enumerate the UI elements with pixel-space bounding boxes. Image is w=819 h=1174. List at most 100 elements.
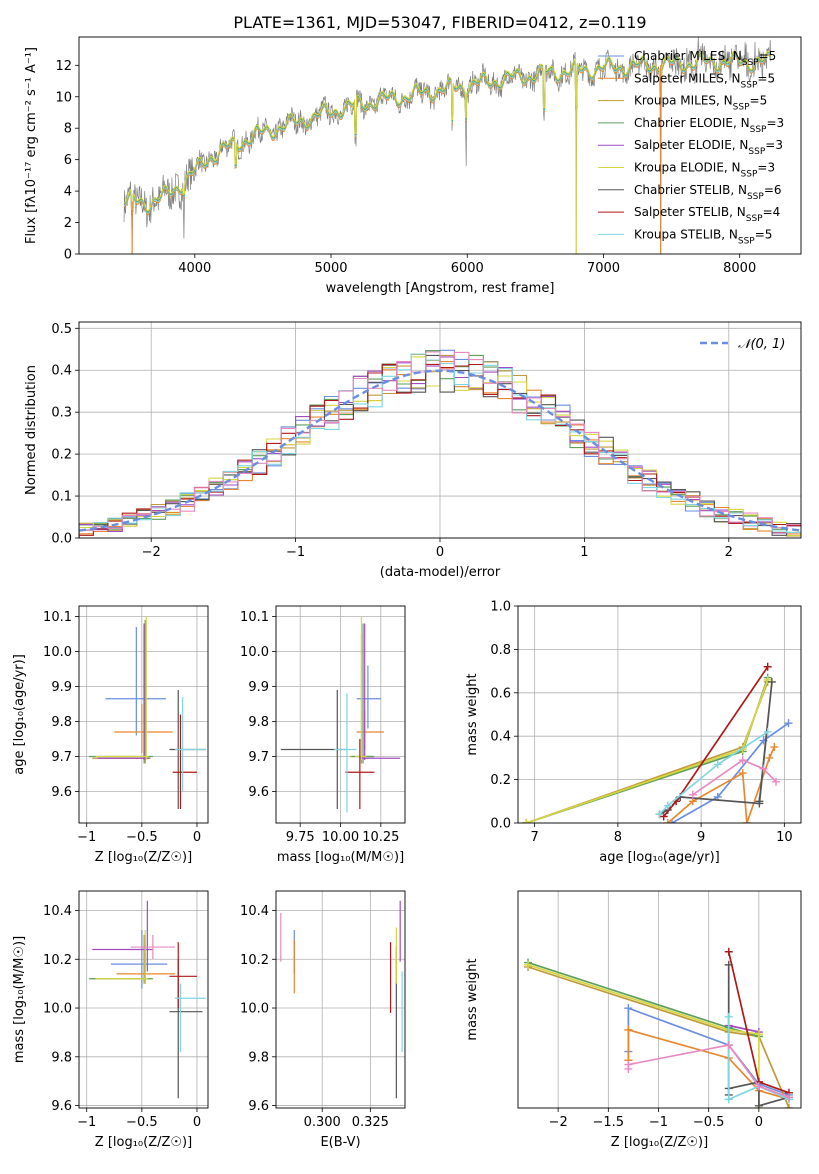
mass-weight-vs-Z-axes: −2 −1.5 −1 −0.5 0 Z [log₁₀(Z/Z☉)] mass weight bbox=[465, 891, 763, 1150]
weight-marker bbox=[624, 1060, 633, 1069]
weight-marker bbox=[724, 1095, 733, 1104]
y-tick-label: 9.7 bbox=[248, 750, 269, 765]
x-tick-label: 9 bbox=[697, 830, 705, 845]
weight-line bbox=[692, 759, 777, 796]
axes-frame bbox=[275, 890, 406, 1109]
x-tick-label: 4000 bbox=[178, 261, 211, 276]
y-tick-label: 6 bbox=[64, 153, 72, 168]
x-tick-label: 0 bbox=[755, 1115, 763, 1130]
x-tick-label: 0 bbox=[436, 545, 444, 560]
x-tick-label: 9.75 bbox=[286, 830, 315, 845]
x-tick-label: −0.5 bbox=[126, 1115, 158, 1130]
y-tick-label: 2 bbox=[64, 216, 72, 231]
x-tick-label: −1 bbox=[649, 1115, 668, 1130]
x-tick-label: −1 bbox=[77, 1115, 96, 1130]
weight-marker bbox=[524, 960, 533, 969]
weight-line bbox=[667, 746, 776, 823]
y-tick-label: 10.2 bbox=[43, 953, 72, 968]
y-axis-label: mass [log₁₀(M/M☉)] bbox=[12, 936, 27, 1063]
mass-weight-vs-age-plot bbox=[522, 662, 793, 823]
axes-frame bbox=[78, 321, 802, 539]
y-tick-label: 10.0 bbox=[43, 1002, 72, 1017]
x-tick-label: −1 bbox=[77, 830, 96, 845]
y-tick-label: 0.8 bbox=[490, 643, 511, 658]
x-tick-label: 1 bbox=[580, 545, 588, 560]
x-tick-label: 10 bbox=[776, 830, 793, 845]
weight-marker bbox=[755, 797, 764, 806]
y-tick-label: 9.6 bbox=[51, 1099, 72, 1114]
y-tick-label: 9.6 bbox=[248, 785, 269, 800]
x-tick-label: −0.5 bbox=[693, 1115, 725, 1130]
weight-marker bbox=[663, 819, 672, 823]
y-tick-label: 9.8 bbox=[51, 715, 72, 730]
weight-marker bbox=[784, 719, 793, 728]
weight-line bbox=[658, 731, 769, 815]
x-tick-label: 10.00 bbox=[322, 830, 359, 845]
x-tick-label: −0.5 bbox=[126, 830, 158, 845]
weight-marker bbox=[763, 727, 772, 736]
age-vs-mass-plot bbox=[280, 616, 401, 813]
mass-vs-EBV-axes: 0.300 0.325 9.6 9.8 10.0 10.2 10.4 E(B-V) bbox=[240, 891, 405, 1150]
y-axis-label: Flux [fλ10⁻¹⁷ erg cm⁻² s⁻¹ A⁻¹] bbox=[24, 47, 39, 244]
weight-marker bbox=[738, 756, 747, 765]
legend-label: Kroupa MILES, NSSP=5 bbox=[634, 94, 767, 113]
weight-line bbox=[527, 966, 790, 1108]
axes-frame bbox=[275, 605, 406, 824]
y-tick-label: 10.0 bbox=[240, 1002, 269, 1017]
weight-marker bbox=[688, 790, 697, 799]
x-tick-label: 10.25 bbox=[362, 830, 399, 845]
weight-line bbox=[727, 1016, 790, 1101]
y-tick-label: 9.9 bbox=[248, 680, 269, 695]
weight-marker bbox=[663, 801, 672, 810]
weight-line bbox=[659, 681, 773, 816]
weight-marker bbox=[724, 1012, 733, 1021]
legend-label: Salpeter ELODIE, NSSP=3 bbox=[634, 138, 783, 157]
x-axis-label: Z [log₁₀(Z/Z☉)] bbox=[611, 1135, 708, 1150]
weight-marker bbox=[522, 819, 531, 823]
x-tick-label: 6000 bbox=[451, 261, 484, 276]
x-tick-label: 0.325 bbox=[352, 1115, 389, 1130]
x-tick-label: −2 bbox=[549, 1115, 568, 1130]
y-tick-label: 9.8 bbox=[248, 1050, 269, 1065]
x-axis-label: E(B-V) bbox=[320, 1135, 360, 1150]
y-tick-label: 0.2 bbox=[51, 448, 72, 463]
residual-legend: 𝒩(0, 1) bbox=[700, 337, 785, 352]
x-tick-label: 5000 bbox=[314, 261, 347, 276]
weight-line bbox=[527, 961, 760, 1038]
weight-marker bbox=[763, 662, 772, 671]
weight-marker bbox=[713, 760, 722, 769]
age-vs-mass-axes: 9.75 10.00 10.25 9.6 9.7 9.8 9.9 10.0 10.1 mass [… bbox=[240, 606, 405, 865]
model-spectrum bbox=[124, 50, 772, 212]
x-axis-label: Z [log₁₀(Z/Z☉)] bbox=[95, 850, 192, 865]
y-tick-label: 10 bbox=[55, 90, 72, 105]
weight-marker bbox=[784, 1104, 793, 1108]
weight-marker bbox=[754, 1082, 763, 1091]
x-tick-label: 8 bbox=[614, 830, 622, 845]
x-tick-label: 7000 bbox=[587, 261, 620, 276]
y-tick-label: 8 bbox=[64, 122, 72, 137]
y-axis-label: mass weight bbox=[465, 673, 480, 755]
weight-line bbox=[671, 722, 789, 823]
y-tick-label: 10.1 bbox=[43, 610, 72, 625]
weight-line bbox=[527, 963, 760, 1108]
x-axis-label: age [log₁₀(age/yr)] bbox=[599, 850, 720, 865]
y-tick-label: 9.8 bbox=[51, 1050, 72, 1065]
x-tick-label: 2 bbox=[725, 545, 733, 560]
weight-marker bbox=[765, 753, 774, 762]
x-axis-label: wavelength [Angstrom, rest frame] bbox=[326, 281, 555, 296]
y-tick-label: 10.1 bbox=[240, 610, 269, 625]
axes-frame bbox=[78, 890, 209, 1109]
y-tick-label: 0.2 bbox=[490, 773, 511, 788]
weight-marker bbox=[659, 812, 668, 821]
legend-label: Chabrier STELIB, NSSP=6 bbox=[634, 183, 782, 202]
weight-marker bbox=[767, 677, 776, 686]
weight-marker bbox=[763, 675, 772, 684]
residual-histogram-plot bbox=[79, 349, 801, 538]
legend-label: Kroupa STELIB, NSSP=5 bbox=[634, 227, 772, 246]
mass-vs-EBV-plot bbox=[280, 900, 403, 1099]
y-tick-label: 0.3 bbox=[51, 406, 72, 421]
x-tick-label: 0 bbox=[193, 830, 201, 845]
spectrum-plot bbox=[123, 37, 772, 254]
weight-marker bbox=[754, 1101, 763, 1108]
weight-marker bbox=[624, 1025, 633, 1034]
